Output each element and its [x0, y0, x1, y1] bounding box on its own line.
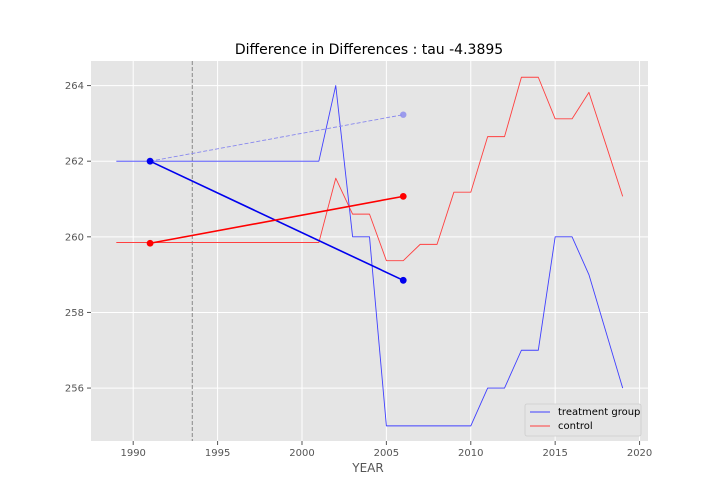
did-line-control: [149, 195, 404, 245]
chart-title: Difference in Differences : tau -4.3895: [235, 42, 503, 58]
x-tick-label: 2005: [374, 448, 399, 459]
did-point-pre-treatment: [146, 157, 154, 165]
legend-label-control: control: [558, 421, 593, 432]
series-layer: [116, 76, 624, 427]
legend-box: [524, 403, 642, 437]
y-tick-label: 258: [65, 308, 84, 319]
x-tick-label: 2020: [627, 448, 652, 459]
y-tick-label: 260: [65, 232, 84, 243]
did-marker-layer: [146, 111, 407, 284]
legend: treatment group control: [524, 403, 642, 437]
series-line-control: [116, 76, 624, 262]
x-tick-label: 2000: [289, 448, 314, 459]
x-tick-label: 1990: [120, 448, 145, 459]
x-tick-label: 2015: [542, 448, 567, 459]
did-line-treatment: [149, 160, 404, 282]
did-point-pre-control: [146, 239, 154, 247]
x-tick-label: 2010: [458, 448, 483, 459]
x-tick-label: 1995: [205, 448, 230, 459]
counterfactual-line: [149, 114, 404, 162]
y-tick-label: 262: [65, 157, 84, 168]
did-point-post-treatment: [399, 276, 407, 284]
did-point-post-control: [399, 192, 407, 200]
tick-labels: 1990 1995 2000 2005 2010 2015 2020 256 258 260 262…: [65, 81, 652, 459]
series-line-treatment: [116, 85, 624, 427]
y-tick-label: 256: [65, 384, 84, 395]
counterfactual-point: [400, 111, 407, 118]
plot-area: [91, 61, 648, 441]
x-axis-label: YEAR: [351, 461, 383, 475]
y-tick-label: 264: [65, 81, 84, 92]
legend-label-treatment: treatment group: [558, 407, 640, 418]
